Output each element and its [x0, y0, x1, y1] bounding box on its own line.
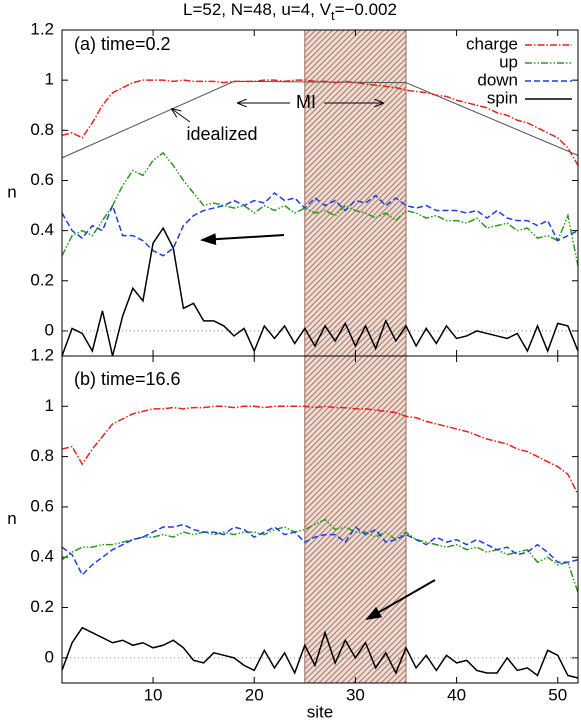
shaded-band: [304, 29, 407, 357]
figure-title: L=52, N=48, u=4, Vt=−0.002: [183, 0, 397, 23]
legend-label: spin: [487, 88, 518, 107]
annotation-arrow: [200, 233, 285, 246]
panel: 0 0.2 0.4 0.6 0.8 1 1.2 10 20 30 40 50 (b) time=16.6…: [7, 345, 579, 721]
x-tick-label: 40: [447, 685, 466, 704]
series-line: [61, 626, 579, 679]
y-tick-label: 0.8: [30, 446, 54, 465]
legend-label: charge: [466, 34, 518, 53]
y-axis-label: n: [7, 509, 16, 528]
plot-frame: [61, 355, 579, 684]
y-tick-label: 0: [45, 647, 54, 666]
series-line: [61, 79, 579, 166]
title-main: L=52, N=48, u=4, V: [183, 0, 332, 19]
annotation: idealized: [186, 124, 257, 144]
legend-label: up: [499, 52, 518, 71]
panel-label: (a) time=0.2: [74, 34, 171, 54]
reference-line: [61, 80, 579, 159]
shaded-band: [304, 355, 407, 684]
legend-label: down: [477, 70, 518, 89]
x-tick-label: 30: [346, 685, 365, 704]
series-line: [61, 405, 579, 495]
annotation: MI: [296, 92, 316, 112]
y-tick-label: 0.8: [30, 120, 54, 139]
panel-label: (b) time=16.6: [74, 369, 181, 389]
series-line: [61, 523, 579, 577]
annotation-arrow: [365, 579, 436, 620]
y-tick-label: 0.6: [30, 496, 54, 515]
title-subscript: t: [331, 8, 335, 23]
x-tick-label: 10: [144, 685, 163, 704]
y-tick-label: 0.6: [30, 170, 54, 189]
y-tick-label: 0.4: [30, 220, 54, 239]
y-tick-label: 1: [45, 396, 54, 415]
title-end: =−0.002: [335, 0, 397, 19]
y-tick-label: 1.2: [30, 19, 54, 38]
y-tick-label: 1.2: [30, 345, 54, 364]
series-line: [61, 151, 579, 266]
x-tick-label: 20: [245, 685, 264, 704]
x-tick-label: 50: [548, 685, 567, 704]
series-line: [61, 192, 579, 257]
series-line: [61, 226, 579, 357]
y-tick-label: 0: [45, 320, 54, 339]
annotation-arrow: [172, 109, 191, 123]
y-axis-label: n: [7, 182, 16, 201]
y-tick-label: 0.2: [30, 270, 54, 289]
x-axis-label: site: [307, 702, 333, 721]
y-tick-label: 0.2: [30, 597, 54, 616]
y-tick-label: 0.4: [30, 547, 54, 566]
y-tick-label: 1: [45, 70, 54, 89]
